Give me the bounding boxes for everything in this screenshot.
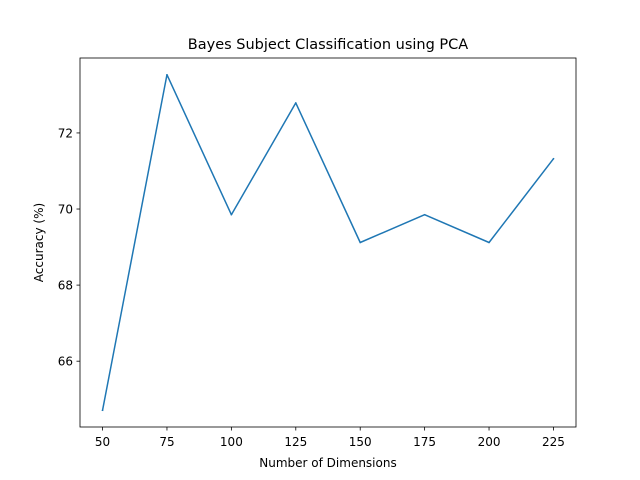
y-tick-label: 66 — [58, 355, 73, 369]
x-tick-label: 125 — [284, 435, 307, 449]
data-point — [230, 213, 233, 216]
x-tick-label: 225 — [542, 435, 565, 449]
axes-frame — [79, 57, 577, 428]
data-point — [423, 213, 426, 216]
y-axis-title: Accuracy (%) — [32, 203, 46, 282]
x-tick-label: 50 — [95, 435, 110, 449]
x-axis-title: Number of Dimensions — [259, 456, 396, 470]
series-line-0 — [101, 73, 555, 412]
series-layer — [101, 73, 555, 412]
y-tick-label: 68 — [58, 279, 73, 293]
data-point — [488, 241, 490, 244]
data-point — [359, 241, 362, 244]
x-axis-ticks: 50 75 100 125 150 175 200 225 — [95, 427, 565, 449]
data-point — [294, 102, 297, 104]
y-tick-label: 70 — [58, 203, 73, 217]
plot-area — [80, 58, 576, 427]
data-point — [166, 73, 168, 76]
x-tick-label: 75 — [159, 435, 174, 449]
x-tick-label: 175 — [413, 435, 436, 449]
data-point — [552, 158, 555, 160]
x-tick-label: 200 — [478, 435, 501, 449]
y-tick-label: 72 — [58, 126, 73, 140]
data-point — [101, 409, 104, 412]
x-tick-label: 150 — [349, 435, 372, 449]
chart-title: Bayes Subject Classification using PCA — [188, 37, 469, 53]
x-tick-label: 100 — [220, 435, 243, 449]
y-axis-ticks: 66 68 70 72 — [58, 126, 80, 369]
